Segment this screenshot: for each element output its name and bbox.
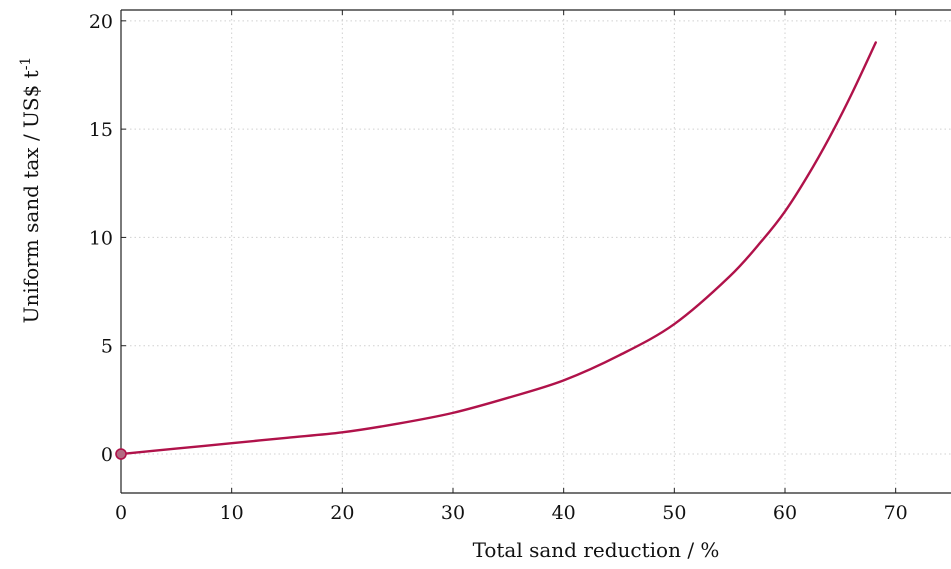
y-tick-label: 0 bbox=[101, 444, 113, 466]
x-tick-label: 20 bbox=[330, 502, 354, 524]
x-axis: 0 10 20 30 40 50 60 70 bbox=[115, 10, 908, 524]
y-axis-title: Uniform sand tax / US$ t-1 bbox=[18, 57, 43, 324]
grid bbox=[121, 10, 951, 493]
y-axis-title-sup: -1 bbox=[18, 57, 34, 71]
x-tick-label: 10 bbox=[220, 502, 244, 524]
x-axis-title: Total sand reduction / % bbox=[473, 538, 720, 562]
data-point-marker bbox=[115, 448, 127, 460]
y-tick-label: 5 bbox=[101, 336, 113, 358]
x-tick-label: 40 bbox=[552, 502, 576, 524]
y-tick-label: 20 bbox=[89, 11, 113, 33]
y-axis: 0 5 10 15 20 bbox=[89, 11, 126, 466]
series-layer bbox=[115, 41, 877, 460]
y-tick-label: 10 bbox=[89, 227, 113, 249]
x-tick-label: 70 bbox=[884, 502, 908, 524]
series-line bbox=[119, 41, 877, 456]
x-tick-label: 30 bbox=[441, 502, 465, 524]
plot-frame bbox=[120, 9, 951, 494]
x-tick-label: 0 bbox=[115, 502, 127, 524]
y-tick-label: 15 bbox=[89, 119, 113, 141]
x-tick-label: 60 bbox=[773, 502, 797, 524]
y-axis-title-main: Uniform sand tax / US$ t bbox=[19, 70, 43, 323]
x-tick-label: 50 bbox=[662, 502, 686, 524]
